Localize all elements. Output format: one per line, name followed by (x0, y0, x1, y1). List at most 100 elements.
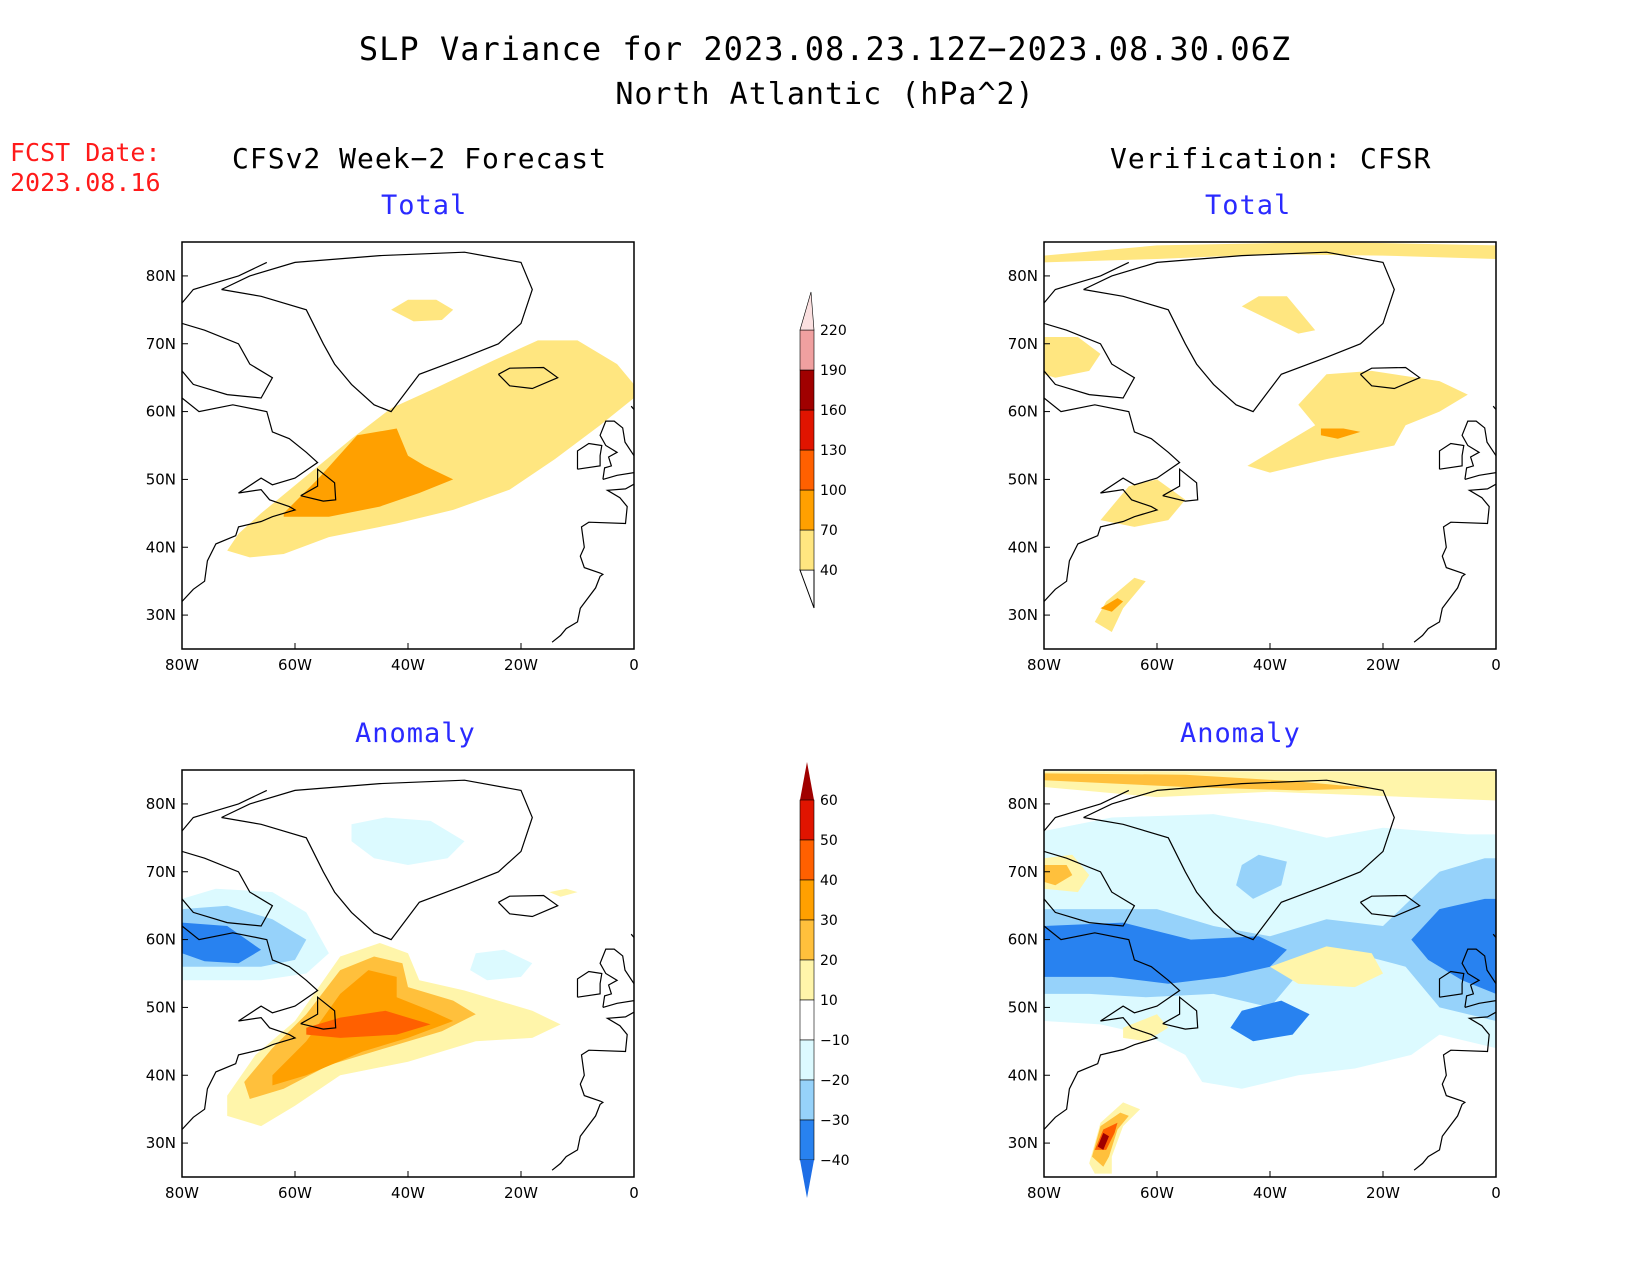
colorbar-label: −40 (820, 1153, 850, 1169)
colorbar-label: 190 (820, 363, 847, 379)
coastline (551, 483, 634, 643)
coastline-layer (1044, 251, 1496, 643)
fcst-date-value: 2023.08.16 (10, 168, 161, 197)
coastline (1438, 442, 1465, 470)
coastline-layer (182, 779, 634, 1171)
coastline (497, 366, 559, 390)
coastline (182, 261, 268, 304)
coastline (182, 850, 274, 927)
contour-region (1230, 1000, 1310, 1042)
contour-region (1094, 577, 1146, 632)
colorbar-label: 10 (820, 993, 838, 1009)
lon-tick-label: 20W (504, 656, 538, 674)
colorbar-box (799, 999, 815, 1041)
lon-tick-label: 80W (1027, 1184, 1061, 1202)
coastline (182, 397, 319, 602)
contour-region (1044, 865, 1073, 886)
panel-title-verification-anomaly: Anomaly (1180, 718, 1301, 749)
colorbar-box (799, 879, 815, 921)
coastline (1083, 779, 1395, 941)
colorbar-lower-end (800, 1160, 814, 1198)
colorbar-label: 30 (820, 913, 838, 929)
coastline (1438, 970, 1465, 998)
coastline (1461, 420, 1496, 480)
lon-tick-label: 60W (1140, 656, 1174, 674)
contour-layer (1044, 242, 1496, 632)
contour-region (1247, 370, 1468, 473)
lon-tick-label: 80W (165, 656, 199, 674)
colorbar-box (799, 799, 815, 841)
panel-title-forecast-anomaly: Anomaly (355, 718, 476, 749)
coastline (576, 970, 603, 998)
lat-tick-label: 80N (146, 795, 176, 813)
contour-layer (182, 817, 578, 1127)
contour-region (182, 922, 262, 964)
coastline (1044, 261, 1130, 304)
lon-tick-label: 40W (391, 1184, 425, 1202)
contour-region (1123, 1014, 1169, 1042)
contour-region (1044, 922, 1287, 984)
lon-tick-label: 0 (1491, 656, 1501, 674)
contour-layer (1044, 771, 1496, 1174)
contour-region (1044, 337, 1101, 378)
lat-tick-label: 70N (146, 335, 176, 353)
panel-title-forecast-total: Total (381, 190, 468, 221)
lat-tick-label: 40N (1008, 1066, 1038, 1084)
colorbar-upper-end (800, 762, 814, 800)
total-colorbar: 40 70 100 130 160 190 220 (799, 291, 847, 609)
coastline (182, 925, 319, 1130)
lat-tick-label: 70N (1008, 863, 1038, 881)
contour-region (1044, 773, 1372, 791)
lon-tick-label: 0 (629, 656, 639, 674)
contour-region (1044, 242, 1496, 263)
contour-region (1100, 598, 1124, 612)
lon-tick-label: 60W (278, 656, 312, 674)
map-panel-verification-anomaly: 80W 60W 40W 20W 0 80N 70N 60N 50N 40N 30N (1008, 769, 1501, 1202)
colorbar-box (799, 1119, 815, 1161)
lon-tick-label: 40W (1253, 656, 1287, 674)
coastline (1359, 366, 1421, 390)
colorbar-box (799, 839, 815, 881)
colorbar-label: 100 (820, 483, 847, 499)
colorbar-box (799, 449, 815, 491)
lat-tick-label: 50N (146, 998, 176, 1016)
coastline (1044, 925, 1181, 1130)
contour-region (1097, 1132, 1109, 1150)
coastline (182, 789, 268, 832)
contour-region (391, 299, 454, 322)
colorbar-label: 130 (820, 443, 847, 459)
lat-tick-label: 60N (1008, 931, 1038, 949)
panel-title-verification-total: Total (1205, 190, 1292, 221)
coastline (1413, 483, 1496, 643)
lat-tick-label: 60N (146, 403, 176, 421)
coastline (1162, 995, 1199, 1030)
colorbar-label: 70 (820, 523, 838, 539)
coastline (1359, 894, 1421, 918)
lon-tick-label: 20W (1366, 656, 1400, 674)
contour-layer (227, 299, 634, 558)
colorbar-label: −30 (820, 1113, 850, 1129)
colorbar-box (799, 959, 815, 1001)
coastline (1044, 397, 1181, 602)
map-panel-forecast-anomaly: 80W 60W 40W 20W 0 80N 70N 60N 50N 40N 30N (146, 769, 639, 1202)
colorbar-label: 40 (820, 563, 838, 579)
lat-tick-label: 70N (1008, 335, 1038, 353)
fcst-date-label: FCST Date: (10, 138, 161, 167)
colorbar-label: 60 (820, 793, 838, 809)
contour-region (1241, 296, 1316, 334)
colorbar-box (799, 369, 815, 411)
coastline (1044, 322, 1136, 399)
coastline-layer (182, 251, 634, 643)
contour-region (306, 1010, 431, 1038)
colorbar-box (799, 329, 815, 371)
coastline (1044, 789, 1130, 832)
colorbar-lower-end (799, 569, 815, 609)
coastline (1162, 467, 1199, 502)
colorbar-box (799, 919, 815, 961)
lat-tick-label: 30N (1008, 606, 1038, 624)
lat-tick-label: 40N (1008, 538, 1038, 556)
colorbar-box (799, 409, 815, 451)
coastline (576, 442, 603, 470)
coastline (599, 948, 634, 1008)
colorbar-label: −20 (820, 1073, 850, 1089)
